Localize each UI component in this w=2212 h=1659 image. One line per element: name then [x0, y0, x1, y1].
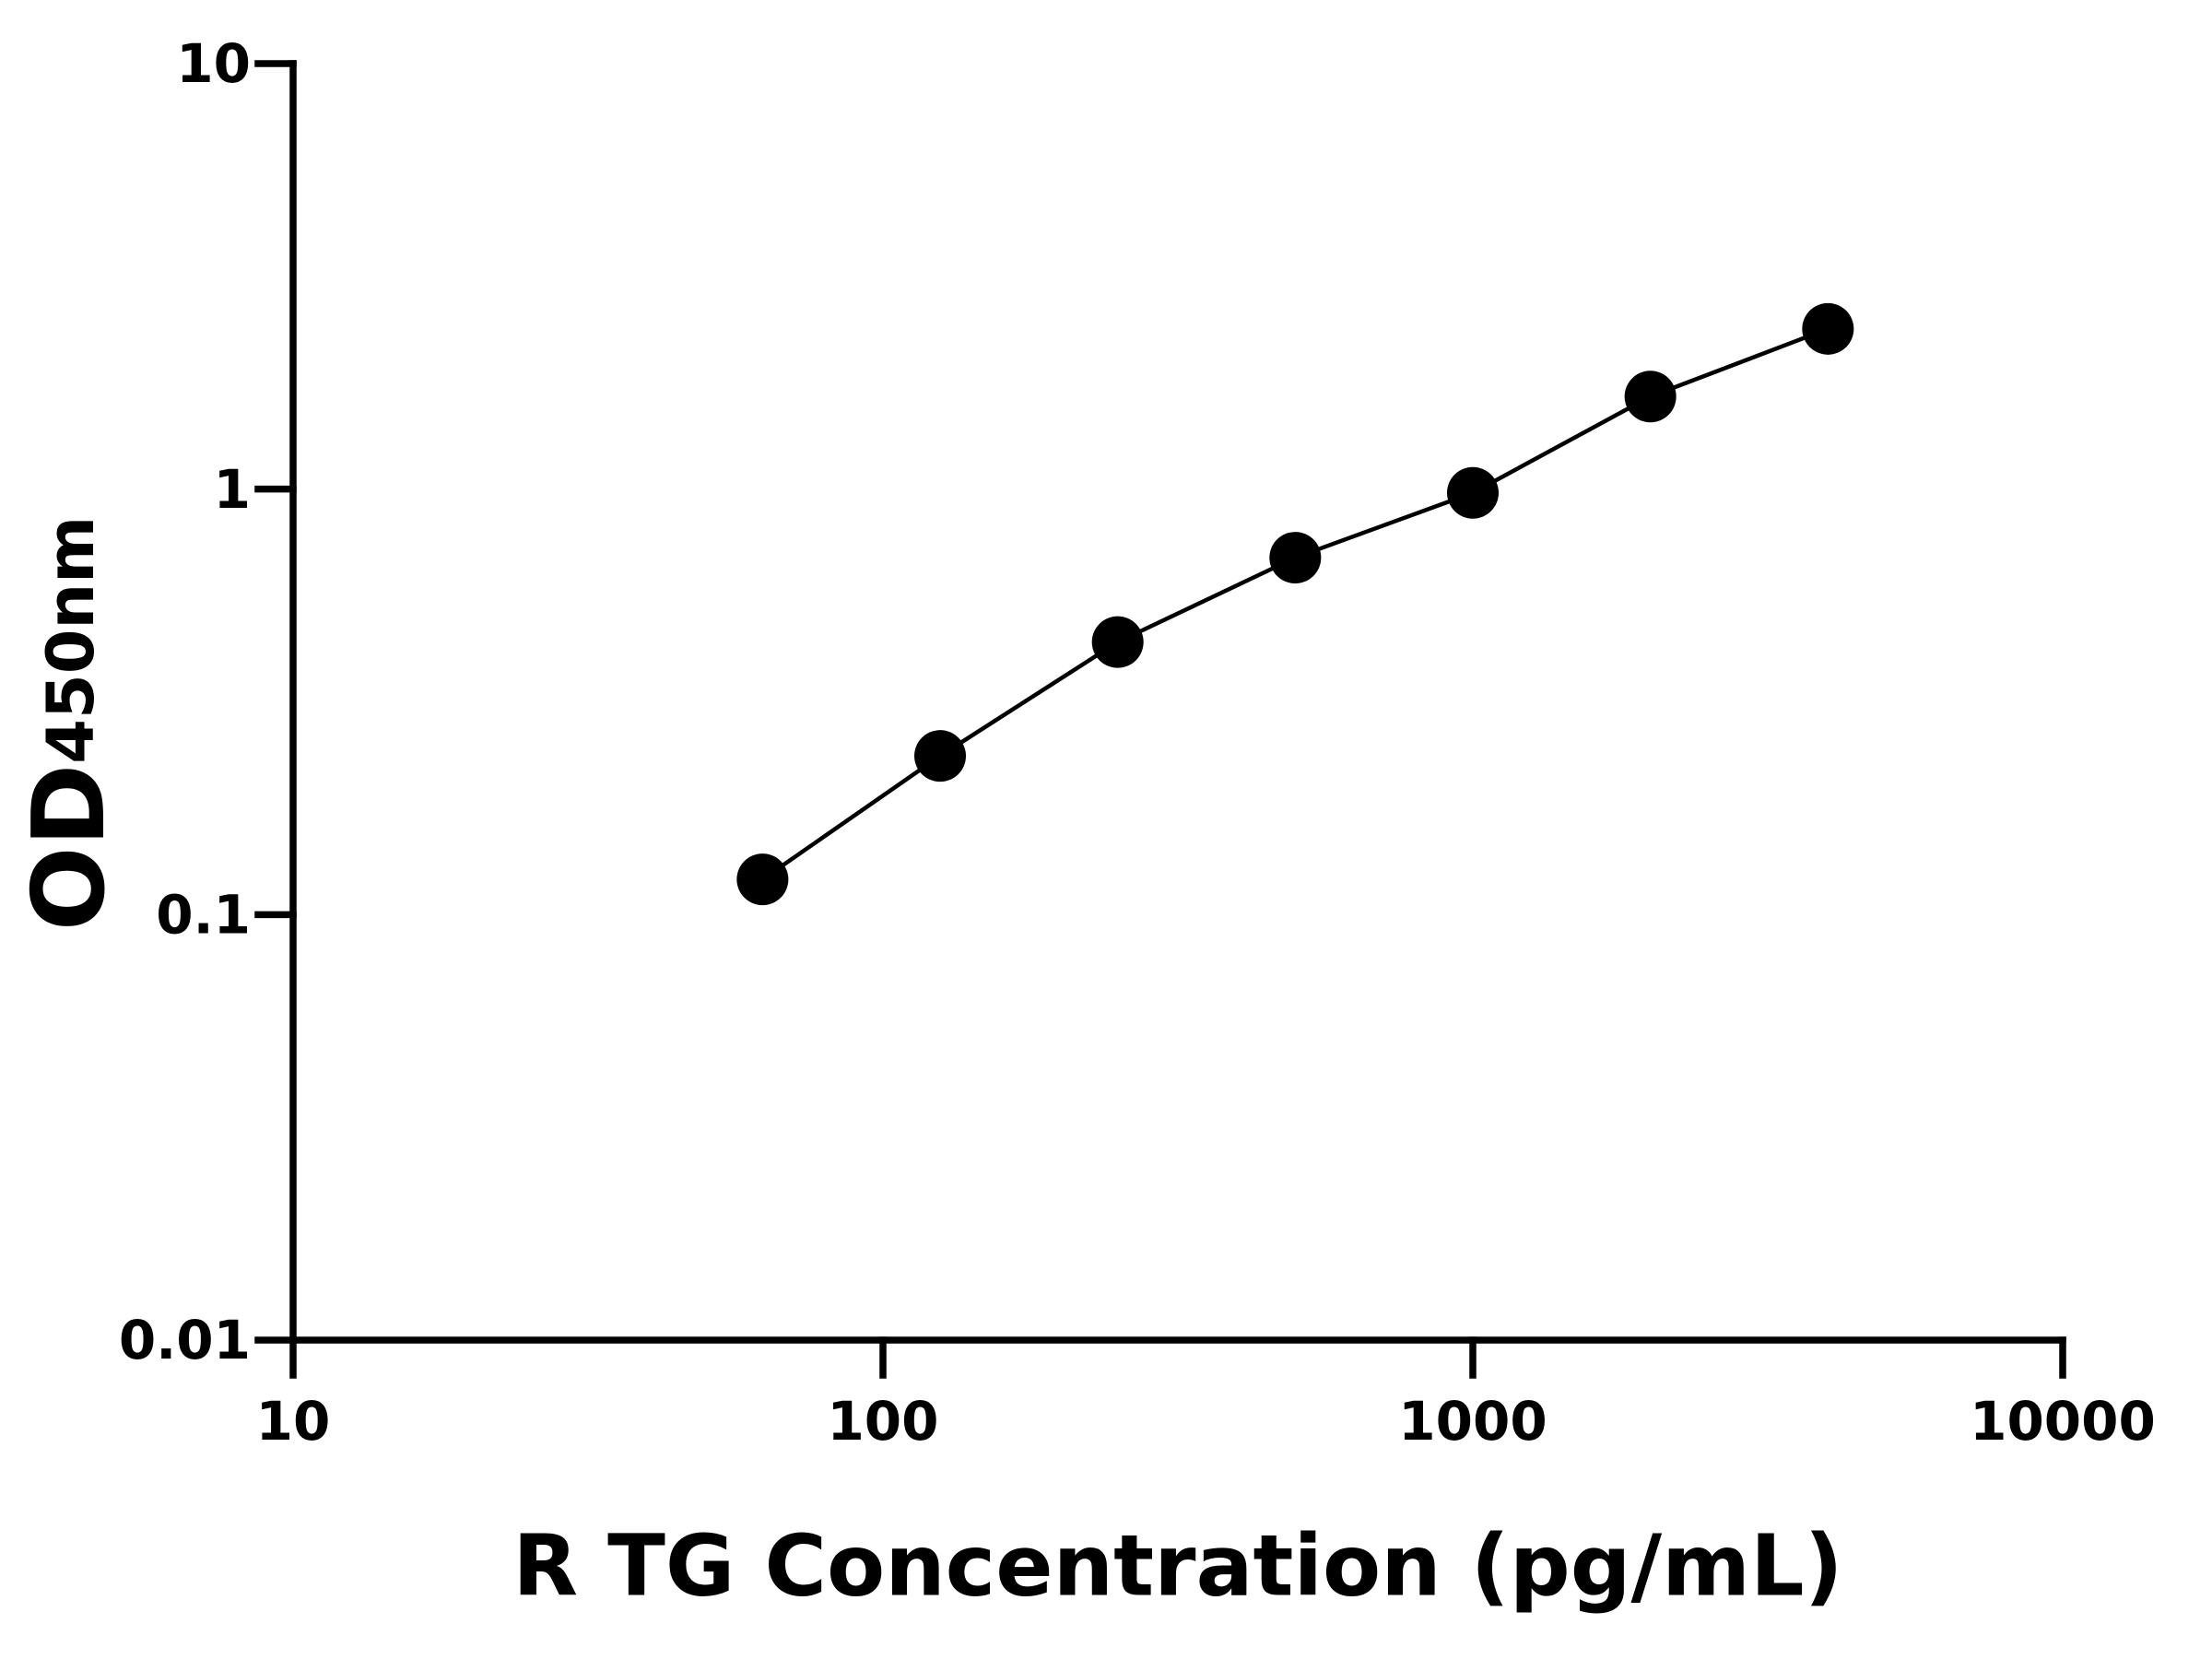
data-point: [736, 853, 789, 906]
y-tick-label: 0.01: [119, 1309, 251, 1371]
x-tick-label: 10000: [1970, 1390, 2156, 1453]
data-point: [914, 730, 967, 782]
data-point: [1802, 302, 1854, 355]
y-tick-label: 10: [176, 32, 251, 95]
x-tick-label: 100: [827, 1390, 938, 1453]
data-point: [1624, 371, 1677, 423]
y-axis-title-main: OD: [12, 764, 127, 931]
x-tick-label: 10: [256, 1390, 331, 1453]
y-tick-label: 0.1: [156, 883, 251, 946]
y-tick-label: 1: [214, 458, 251, 521]
y-axis-title: OD450nm: [12, 516, 127, 931]
data-point: [1269, 532, 1322, 584]
y-axis-title-subscript: 450nm: [33, 516, 109, 764]
data-point: [1447, 466, 1499, 519]
data-point: [1091, 616, 1144, 668]
x-axis-title: R TG Concentration (pg/mL): [512, 1516, 1842, 1615]
x-tick-label: 1000: [1398, 1390, 1547, 1453]
